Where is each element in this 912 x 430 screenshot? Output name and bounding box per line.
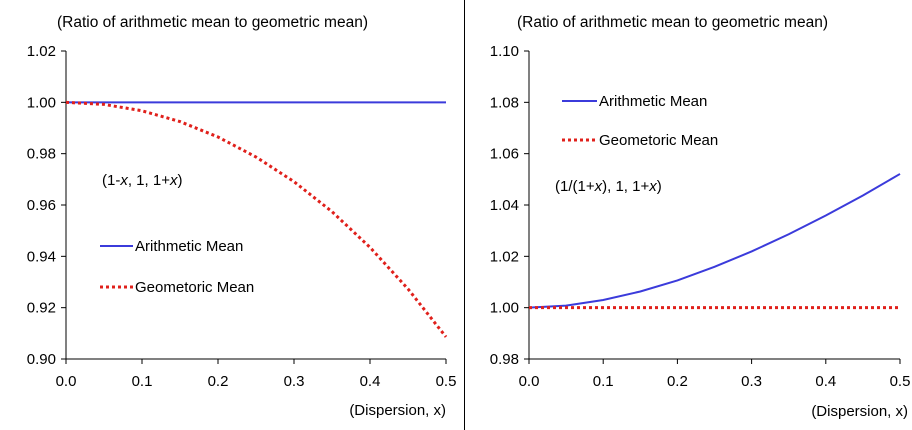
left-y-tick-label: 0.96 xyxy=(27,197,56,214)
right-chart-x-axis-label: (Dispersion, x) xyxy=(811,403,908,420)
left-x-tick-label: 0.1 xyxy=(132,373,153,390)
right-x-tick-label: 0.3 xyxy=(741,373,762,390)
right-x-tick-label: 0.4 xyxy=(815,373,836,390)
right-y-tick-label: 1.02 xyxy=(490,248,519,265)
right-x-tick-label: 0.5 xyxy=(890,373,911,390)
right-legend-label-arithmetic: Arithmetic Mean xyxy=(599,93,707,110)
left-y-tick-label: 0.90 xyxy=(27,351,56,368)
left-chart-title: (Ratio of arithmetic mean to geometric m… xyxy=(57,14,368,31)
right-y-tick-label: 1.04 xyxy=(490,197,519,214)
left-y-tick-label: 0.98 xyxy=(27,146,56,163)
right-legend-label-geometric: Geometoric Mean xyxy=(599,132,718,149)
left-y-tick-label: 1.00 xyxy=(27,94,56,111)
left-chart: (Ratio of arithmetic mean to geometric m… xyxy=(27,14,457,419)
right-x-tick-label: 0.2 xyxy=(667,373,688,390)
right-y-tick-label: 1.00 xyxy=(490,300,519,317)
right-x-tick-label: 0.0 xyxy=(519,373,540,390)
left-x-tick-label: 0.3 xyxy=(284,373,305,390)
right-y-tick-label: 1.08 xyxy=(490,94,519,111)
left-y-tick-label: 0.94 xyxy=(27,248,56,265)
left-x-tick-label: 0.5 xyxy=(436,373,457,390)
left-x-tick-label: 0.0 xyxy=(56,373,77,390)
right-x-tick-label: 0.1 xyxy=(593,373,614,390)
left-x-tick-label: 0.2 xyxy=(208,373,229,390)
left-chart-legend: Arithmetic Mean Geometoric Mean xyxy=(100,238,254,296)
left-chart-x-axis-label: (Dispersion, x) xyxy=(349,402,446,419)
right-y-tick-label: 0.98 xyxy=(490,351,519,368)
left-y-tick-label: 0.92 xyxy=(27,300,56,317)
right-chart-annotation: (1/(1+x), 1, 1+x) xyxy=(555,178,662,195)
right-series-line-arithmetic-mean xyxy=(528,173,901,309)
left-series-line-geometoric-mean xyxy=(65,100,448,338)
left-legend-label-geometric: Geometoric Mean xyxy=(135,279,254,296)
left-x-tick-label: 0.4 xyxy=(360,373,381,390)
right-chart: (Ratio of arithmetic mean to geometric m… xyxy=(490,14,911,420)
right-chart-title: (Ratio of arithmetic mean to geometric m… xyxy=(517,14,828,31)
left-legend-label-arithmetic: Arithmetic Mean xyxy=(135,238,243,255)
right-y-tick-label: 1.06 xyxy=(490,146,519,163)
left-chart-annotation: (1-x, 1, 1+x) xyxy=(102,172,182,189)
right-chart-legend: Arithmetic Mean Geometoric Mean xyxy=(562,93,718,149)
right-y-tick-label: 1.10 xyxy=(490,43,519,60)
left-y-tick-label: 1.02 xyxy=(27,43,56,60)
